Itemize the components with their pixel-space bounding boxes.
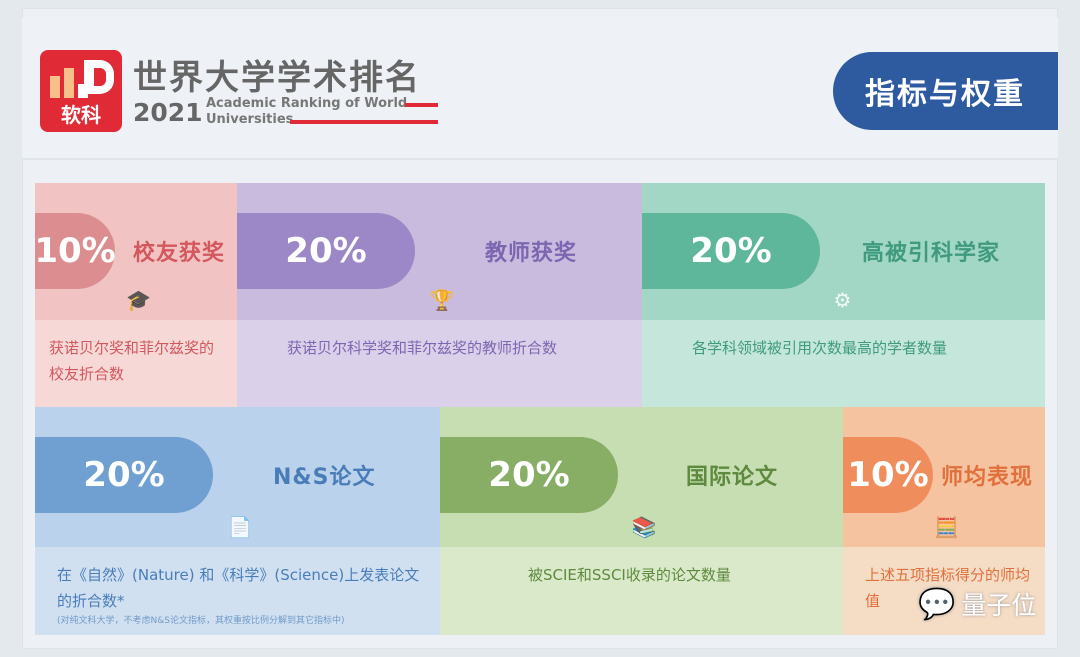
indicator-card: 10% 校友获奖 🎓 获诺贝尔奖和菲尔兹奖的校友折合数 <box>35 183 237 407</box>
indicator-desc: 被SCIE和SSCI收录的论文数量 <box>528 562 829 588</box>
trophy-icon: 🏆 <box>429 288 455 312</box>
red-rule <box>290 120 438 124</box>
indicator-name: 国际论文 <box>686 465 779 490</box>
subtitle-line1: Academic Ranking of World <box>206 96 408 111</box>
weight-pill: 20% <box>440 437 618 513</box>
document-icon: 📄 <box>227 515 253 539</box>
indicator-name: 高被引科学家 <box>862 241 1001 266</box>
indicator-card: 20% 国际论文 📚 被SCIE和SSCI收录的论文数量 <box>440 407 843 635</box>
subtitle-line2: Universities <box>206 112 294 127</box>
weight-pill: 20% <box>642 213 820 289</box>
indicator-name: 校友获奖 <box>133 241 226 266</box>
gear-brain-icon: ⚙ <box>833 288 852 312</box>
logo-bar <box>50 76 60 98</box>
watermark-text: 量子位 <box>961 591 1037 620</box>
card-bottom <box>843 547 1045 635</box>
logo-text: 软科 <box>61 103 101 127</box>
desc-text: 被SCIE和SSCI收录的论文数量 <box>528 566 731 584</box>
mortarboard-icon: 🎓 <box>126 288 151 312</box>
indicator-desc: 获诺贝尔奖和菲尔兹奖的校友折合数 <box>49 335 223 387</box>
footnote: (对纯文科大学，不考虑N&S论文指标，其权重按比例分解到其它指标中) <box>57 616 345 626</box>
indicator-name: 师均表现 <box>941 465 1034 490</box>
desc-text: 上述五项指标得分的师均值 <box>865 566 1031 610</box>
weight-pill: 20% <box>35 437 213 513</box>
logo: 软科 <box>40 50 122 132</box>
indicator-name: N&S论文 <box>273 465 376 490</box>
indicator-card: 20% N&S论文 📄 在《自然》(Nature) 和《科学》(Science)… <box>35 407 440 635</box>
year: 2021 <box>133 98 203 127</box>
indicator-card: 20% 教师获奖 🏆 获诺贝尔科学奖和菲尔兹奖的教师折合数 <box>237 183 642 407</box>
section-badge: 指标与权重 <box>833 52 1058 130</box>
indicator-desc: 在《自然》(Nature) 和《科学》(Science)上发表论文的折合数* (… <box>57 562 426 628</box>
card-bottom <box>642 320 1045 407</box>
wechat-icon: 💬 <box>918 586 956 622</box>
page-title: 世界大学学术排名 <box>133 58 421 98</box>
red-rule <box>405 103 438 107</box>
card-bottom <box>35 320 237 407</box>
abacus-icon: 🧮 <box>934 515 959 539</box>
indicator-card: 20% 高被引科学家 ⚙ 各学科领域被引用次数最高的学者数量 <box>642 183 1045 407</box>
subtitle: Academic Ranking of World Universities <box>206 96 407 128</box>
card-bottom <box>440 547 843 635</box>
logo-bar <box>64 68 74 98</box>
indicator-desc: 各学科领域被引用次数最高的学者数量 <box>692 335 1031 361</box>
watermark: 💬 量子位 <box>918 586 1036 622</box>
desc-text: 获诺贝尔奖和菲尔兹奖的校友折合数 <box>49 339 215 383</box>
indicator-name: 教师获奖 <box>485 241 578 266</box>
logo-bar <box>78 84 88 98</box>
desc-text: 获诺贝尔科学奖和菲尔兹奖的教师折合数 <box>287 339 558 357</box>
logo-r <box>84 60 114 94</box>
weight-pill: 10% <box>35 213 116 289</box>
indicator-desc: 获诺贝尔科学奖和菲尔兹奖的教师折合数 <box>287 335 628 361</box>
books-icon: 📚 <box>631 515 657 539</box>
desc-text: 在《自然》(Nature) 和《科学》(Science)上发表论文的折合数* <box>57 566 420 610</box>
card-bottom <box>35 547 440 635</box>
card-bottom <box>237 320 642 407</box>
indicator-desc: 上述五项指标得分的师均值 <box>865 562 1031 614</box>
weight-pill: 20% <box>237 213 415 289</box>
indicator-card: 10% 师均表现 🧮 上述五项指标得分的师均值 <box>843 407 1045 635</box>
weight-pill: 10% <box>843 437 933 513</box>
desc-text: 各学科领域被引用次数最高的学者数量 <box>692 339 948 357</box>
